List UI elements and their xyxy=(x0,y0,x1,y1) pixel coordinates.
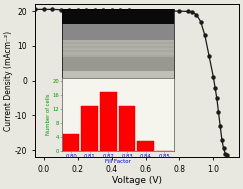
X-axis label: Voltage (V): Voltage (V) xyxy=(112,176,162,185)
Y-axis label: Current Density (mAcm⁻²): Current Density (mAcm⁻²) xyxy=(4,31,13,131)
